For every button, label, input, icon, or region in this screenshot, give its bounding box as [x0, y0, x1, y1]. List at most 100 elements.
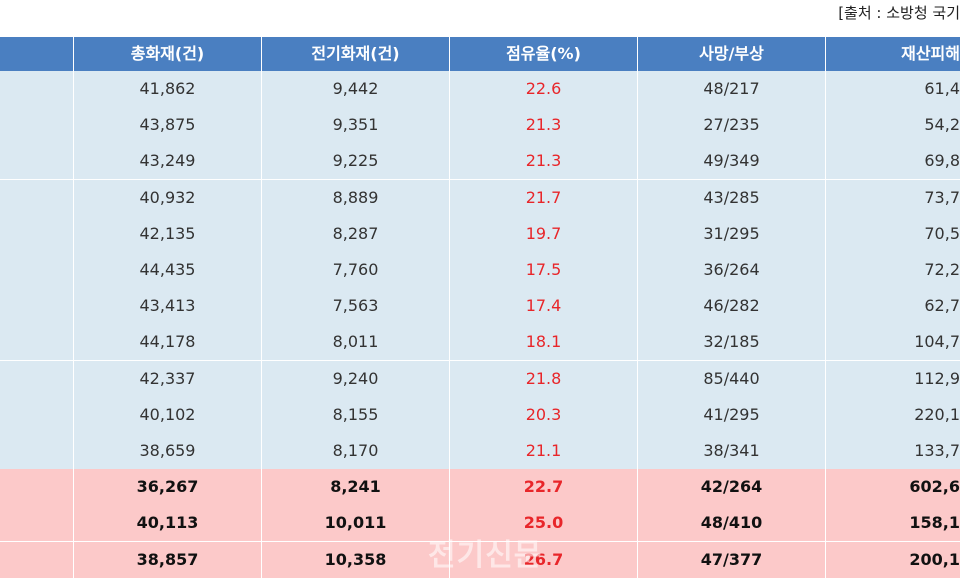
cell: 38/341	[638, 433, 826, 469]
cell: 47/377	[638, 541, 826, 578]
table-row: 43,249 9,225 21.3 49/349 69,8	[0, 143, 960, 181]
table-row: 44,435 7,760 17.5 36/264 72,2	[0, 252, 960, 289]
cell: 7,760	[262, 252, 450, 288]
cell	[0, 324, 74, 361]
cell: 62,7	[924, 296, 960, 316]
cell	[0, 252, 74, 288]
cell: 43,249	[74, 143, 262, 180]
cell: 전기화재(건)	[262, 37, 450, 71]
cell: 8,011	[262, 324, 450, 361]
cell: 41/295	[638, 396, 826, 433]
cell: 36,267	[74, 469, 262, 506]
table-row: 40,932 8,889 21.7 43/285 73,7	[0, 179, 960, 217]
cell: 46/282	[638, 288, 826, 325]
cell: 44,178	[74, 324, 262, 361]
cell	[0, 179, 74, 216]
cell: 사망/부상	[638, 37, 826, 71]
cell: 21.3	[450, 143, 638, 180]
table-row: 40,102 8,155 20.3 41/295 220,1	[0, 396, 960, 434]
cell: 43,875	[74, 107, 262, 144]
cell: 9,240	[262, 360, 450, 397]
cell: 40,102	[74, 396, 262, 433]
cell	[0, 541, 74, 578]
cell: 41,862	[74, 71, 262, 107]
cell: 9,442	[262, 71, 450, 107]
cell	[0, 71, 74, 107]
cell	[0, 107, 74, 144]
table-row: 40,113 10,011 25.0 48/410 158,1	[0, 505, 960, 543]
cell: 8,170	[262, 433, 450, 469]
cell: 133,7	[914, 441, 960, 460]
cell: 17.4	[450, 288, 638, 325]
cell	[0, 396, 74, 433]
table-row: 36,267 8,241 22.7 42/264 602,6	[0, 469, 960, 507]
cell: 38,659	[74, 433, 262, 469]
table-row: 42,337 9,240 21.8 85/440 112,9	[0, 360, 960, 398]
cell: 8,241	[262, 469, 450, 506]
cell: 21.8	[450, 360, 638, 397]
cell	[0, 469, 74, 506]
header-row: 총화재(건) 전기화재(건) 점유율(%) 사망/부상 재산피해	[0, 37, 960, 72]
cell: 61,4	[924, 79, 960, 98]
table-row: 41,862 9,442 22.6 48/217 61,4	[0, 71, 960, 108]
cell: 27/235	[638, 107, 826, 144]
cell: 9,351	[262, 107, 450, 144]
cell: 21.3	[450, 107, 638, 144]
cell: 32/185	[638, 324, 826, 361]
cell: 40,932	[74, 179, 262, 216]
cell: 점유율(%)	[450, 37, 638, 71]
cell: 25.0	[450, 505, 638, 542]
cell	[0, 37, 74, 71]
cell: 18.1	[450, 324, 638, 361]
cell: 69,8	[924, 151, 960, 171]
cell: 21.1	[450, 433, 638, 469]
table-row: 43,413 7,563 17.4 46/282 62,7	[0, 288, 960, 326]
cell: 38,857	[74, 541, 262, 578]
cell: 총화재(건)	[74, 37, 262, 71]
cell: 49/349	[638, 143, 826, 180]
cell	[0, 360, 74, 397]
cell: 220,1	[914, 404, 960, 424]
cell: 17.5	[450, 252, 638, 288]
cell	[0, 143, 74, 180]
cell: 재산피해	[901, 44, 960, 63]
cell	[0, 433, 74, 469]
cell: 42,135	[74, 215, 262, 252]
cell: 19.7	[450, 215, 638, 252]
cell: 22.6	[450, 71, 638, 107]
cell: 112,9	[914, 368, 960, 388]
cell: 31/295	[638, 215, 826, 252]
cell: 8,889	[262, 179, 450, 216]
table-row: 38,857 10,358 26.7 47/377 200,1	[0, 541, 960, 579]
cell: 54,2	[924, 115, 960, 135]
cell: 21.7	[450, 179, 638, 216]
table-row: 42,135 8,287 19.7 31/295 70,5	[0, 215, 960, 253]
cell: 8,155	[262, 396, 450, 433]
cell: 48/217	[638, 71, 826, 107]
cell: 43,413	[74, 288, 262, 325]
cell: 26.7	[450, 541, 638, 578]
cell: 10,358	[262, 541, 450, 578]
cell: 42,337	[74, 360, 262, 397]
source-note: [출처 : 소방청 국기	[838, 4, 960, 22]
cell: 22.7	[450, 469, 638, 506]
cell: 73,7	[924, 187, 960, 207]
cell: 72,2	[924, 260, 960, 279]
table-row: 44,178 8,011 18.1 32/185 104,7	[0, 324, 960, 362]
cell: 7,563	[262, 288, 450, 325]
cell: 40,113	[74, 505, 262, 542]
cell: 200,1	[909, 549, 960, 569]
cell: 85/440	[638, 360, 826, 397]
cell: 20.3	[450, 396, 638, 433]
cell: 9,225	[262, 143, 450, 180]
cell	[0, 215, 74, 252]
cell: 70,5	[924, 223, 960, 243]
cell: 602,6	[909, 477, 960, 497]
cell	[0, 505, 74, 542]
cell: 10,011	[262, 505, 450, 542]
cell: 104,7	[914, 332, 960, 352]
cell: 44,435	[74, 252, 262, 288]
table-row: 43,875 9,351 21.3 27/235 54,2	[0, 107, 960, 145]
cell: 36/264	[638, 252, 826, 288]
